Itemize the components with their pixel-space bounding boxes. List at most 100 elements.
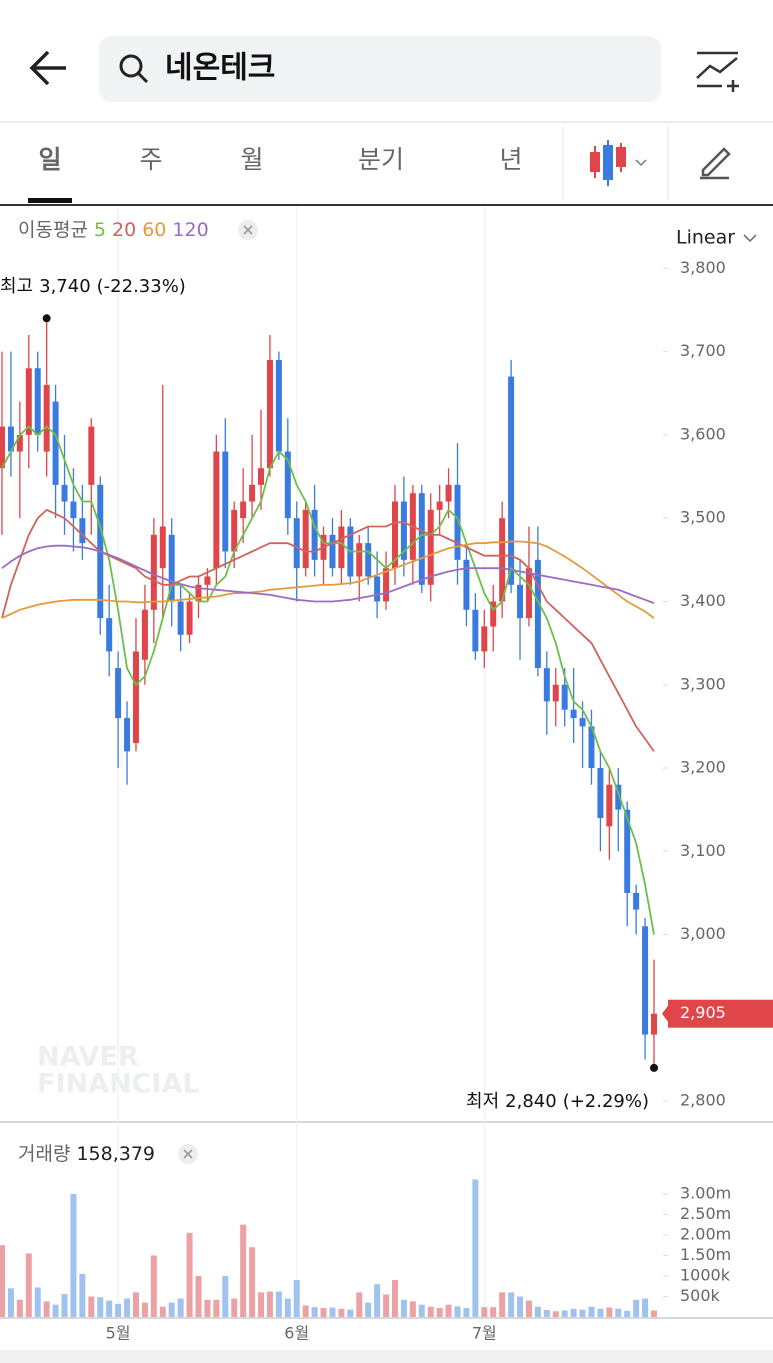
candle-body	[132, 651, 139, 744]
y-tick-label: 1.50m	[680, 1245, 731, 1264]
candle-body	[0, 426, 5, 469]
y-tick-label: 3,800	[680, 258, 726, 277]
volume-bar	[624, 1310, 631, 1317]
volume-bar	[240, 1224, 247, 1317]
volume-bar	[409, 1301, 416, 1317]
volume-bar	[561, 1310, 568, 1317]
y-tick-label: 3,500	[680, 508, 726, 527]
volume-bar	[159, 1306, 166, 1317]
y-tick-label: 3,300	[680, 674, 726, 693]
volume-bar	[177, 1298, 184, 1317]
low-label: 최저	[466, 1091, 499, 1112]
y-tick-label: 3.00m	[680, 1183, 731, 1202]
candle-body	[329, 534, 336, 569]
volume-bar	[606, 1307, 613, 1317]
volume-bar	[231, 1298, 238, 1317]
volume-bar	[338, 1308, 345, 1317]
volume-bar	[266, 1291, 273, 1317]
volume-bar	[0, 1245, 5, 1317]
close-icon	[183, 1149, 193, 1159]
volume-bar	[168, 1302, 175, 1317]
volume-bar	[454, 1306, 461, 1317]
candle-body	[106, 618, 113, 652]
moving-average-line	[1, 544, 655, 604]
candle-body	[588, 726, 595, 769]
candle-body	[338, 526, 345, 569]
candle-body	[651, 1013, 657, 1035]
x-tick-label: 5월	[106, 1324, 131, 1343]
close-icon	[243, 225, 253, 235]
volume-bar	[195, 1275, 202, 1317]
compare-icon[interactable]	[696, 51, 739, 92]
tab[interactable]: 일	[38, 145, 61, 174]
candle-body	[293, 518, 300, 569]
volume-bar	[651, 1310, 657, 1317]
candle-body	[52, 401, 59, 485]
candle-body	[615, 784, 622, 810]
candle-body	[365, 543, 372, 577]
x-tick-label: 7월	[472, 1324, 497, 1343]
chart-type-button[interactable]	[590, 140, 647, 186]
volume-bar	[472, 1179, 479, 1317]
y-tick-label: 3,000	[680, 924, 726, 943]
y-tick-label: 2.00m	[680, 1224, 731, 1243]
volume-bar	[275, 1291, 282, 1317]
volume-bar	[115, 1303, 122, 1317]
back-button[interactable]	[29, 50, 66, 86]
candle-body	[570, 709, 577, 719]
volume-bar	[570, 1308, 577, 1317]
y-tick-label: 3,400	[680, 591, 726, 610]
volume-bar	[383, 1294, 390, 1317]
volume-bar	[293, 1280, 300, 1317]
candle-body	[525, 568, 532, 619]
candle-body	[624, 809, 631, 893]
candle-body	[508, 376, 515, 585]
volume-bar	[579, 1309, 586, 1317]
x-tick-label: 6월	[284, 1324, 309, 1343]
volume-bar	[52, 1304, 59, 1317]
volume-bar	[284, 1298, 291, 1317]
tab[interactable]: 년	[499, 145, 522, 174]
tab[interactable]: 주	[139, 145, 162, 174]
volume-bar	[88, 1296, 95, 1317]
volume-bar	[552, 1311, 559, 1317]
volume-bar	[642, 1298, 649, 1317]
candle-body	[534, 559, 541, 669]
high-change: (-22.33%)	[97, 276, 186, 297]
search-box[interactable]	[99, 36, 661, 102]
volume-bar	[374, 1284, 381, 1317]
volume-bar	[418, 1304, 425, 1317]
candle-body	[499, 518, 506, 602]
draw-button[interactable]	[700, 147, 731, 180]
candle-body	[418, 493, 425, 585]
volume-bar	[615, 1308, 622, 1317]
candle-body	[472, 609, 479, 652]
candle-body	[400, 501, 407, 560]
tab[interactable]: 월	[240, 145, 263, 174]
candle-body	[606, 784, 613, 827]
candle-body	[284, 451, 291, 519]
candle-body	[124, 718, 131, 752]
candle-body	[427, 509, 434, 585]
tab[interactable]: 분기	[358, 145, 404, 174]
volume-bar	[258, 1292, 265, 1317]
volume-bar	[356, 1292, 363, 1317]
candle-body	[391, 501, 398, 569]
candle-body	[79, 518, 86, 544]
candle-body	[25, 368, 32, 435]
high-annotation: 최고 3,740 (-22.33%)	[0, 276, 186, 297]
volume-bar	[391, 1280, 398, 1317]
candle-body	[115, 668, 122, 719]
volume-legend: 거래량 158,379	[18, 1143, 155, 1165]
scale-label[interactable]: Linear	[676, 227, 735, 249]
candle-body	[204, 576, 211, 585]
y-tick-label: 500k	[680, 1286, 721, 1305]
y-tick-label: 3,700	[680, 341, 726, 360]
candle-body	[177, 601, 184, 635]
legend-entry: 120	[172, 219, 208, 241]
volume-bar	[141, 1302, 148, 1317]
candle-body	[258, 468, 265, 485]
volume-bar	[222, 1275, 229, 1317]
volume-title: 거래량	[18, 1143, 70, 1165]
volume-bar	[320, 1307, 327, 1317]
